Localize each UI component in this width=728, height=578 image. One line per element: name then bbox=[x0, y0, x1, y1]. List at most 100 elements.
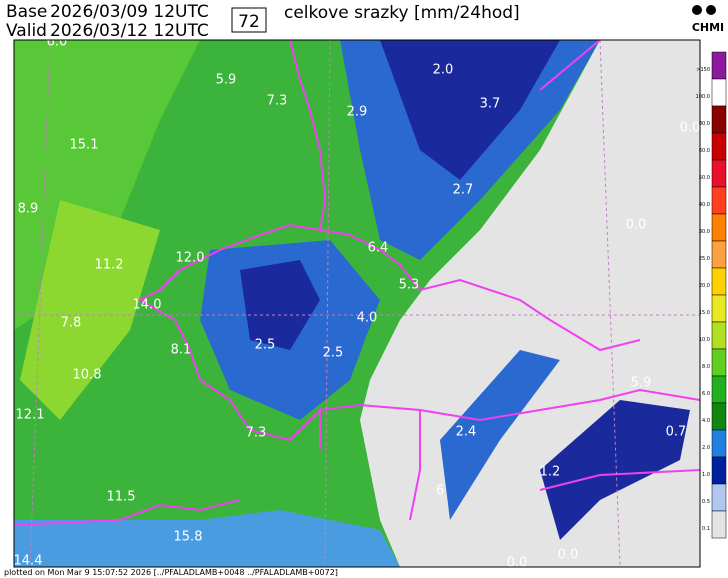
value-label: 5.9 bbox=[216, 73, 237, 88]
value-label: 5.9 bbox=[631, 376, 652, 391]
legend: >150 100.0 80.0 60.0 50.0 40.0 30.0 25.0 20.0 15.… bbox=[696, 51, 727, 539]
legend-label: 60.0 bbox=[699, 148, 710, 154]
border bbox=[13, 499, 241, 526]
value-label: 12.0 bbox=[176, 251, 205, 266]
legend-label: 40.0 bbox=[699, 202, 710, 208]
legend-swatch bbox=[711, 213, 727, 242]
legend-swatch bbox=[711, 132, 727, 161]
value-label: 4.0 bbox=[357, 311, 378, 326]
border bbox=[409, 410, 421, 521]
legend-swatch bbox=[711, 267, 727, 296]
value-label: 5.3 bbox=[399, 278, 420, 293]
lead-box bbox=[231, 7, 267, 33]
valid-label: Valid bbox=[6, 21, 47, 41]
borders bbox=[13, 39, 701, 526]
value-label: 15.1 bbox=[70, 138, 99, 153]
legend-swatch bbox=[711, 402, 727, 431]
value-label: 11.5 bbox=[107, 490, 136, 505]
value-label: 0.0 bbox=[626, 218, 647, 233]
legend-label: 0.5 bbox=[702, 499, 710, 505]
logo-mark bbox=[692, 5, 702, 15]
legend-label: 25.0 bbox=[699, 256, 710, 262]
legend-label: >150 bbox=[696, 67, 710, 73]
value-label: 12.1 bbox=[16, 408, 45, 423]
value-label: 0.0 bbox=[507, 556, 528, 571]
value-label: 15.8 bbox=[174, 530, 203, 545]
value-label: 6.0 bbox=[47, 35, 68, 50]
value-label: 8.1 bbox=[171, 343, 192, 358]
value-label: 10.8 bbox=[73, 368, 102, 383]
value-label: 2.7 bbox=[453, 183, 474, 198]
legend-label: 6.0 bbox=[702, 391, 710, 397]
legend-label: 80.0 bbox=[699, 121, 710, 127]
legend-swatch bbox=[711, 456, 727, 485]
legend-swatch bbox=[711, 51, 727, 80]
legend-swatch bbox=[711, 429, 727, 458]
value-label: 0.7 bbox=[666, 425, 687, 440]
value-label: 0.0 bbox=[558, 548, 579, 563]
value-label: 8.9 bbox=[18, 202, 39, 217]
grid-line bbox=[324, 39, 331, 568]
rain-area bbox=[14, 510, 400, 567]
value-label: 6 bbox=[436, 484, 444, 499]
rain-area bbox=[440, 350, 560, 520]
legend-label: 30.0 bbox=[699, 229, 710, 235]
border bbox=[319, 388, 701, 422]
value-label: 2.5 bbox=[323, 346, 344, 361]
header: Base 2026/03/09 12UTC Valid 2026/03/12 1… bbox=[6, 2, 724, 41]
grid-line bbox=[29, 39, 51, 568]
border bbox=[137, 39, 327, 450]
legend-label: 0.1 bbox=[702, 526, 710, 532]
value-label: 2.9 bbox=[347, 105, 368, 120]
value-label: 2.4 bbox=[456, 425, 477, 440]
legend-swatch bbox=[711, 186, 727, 215]
legend-swatch bbox=[711, 510, 727, 539]
value-label: 2.5 bbox=[255, 338, 276, 353]
rain-area bbox=[240, 260, 320, 350]
legend-label: 1.0 bbox=[702, 472, 710, 478]
value-label: 0.0 bbox=[680, 121, 701, 136]
legend-label: 4.0 bbox=[702, 418, 710, 424]
value-label: 11.2 bbox=[95, 258, 124, 273]
legend-swatch bbox=[711, 348, 727, 377]
base-label: Base bbox=[6, 2, 47, 22]
border bbox=[319, 229, 641, 352]
footer: plotted on Mon Mar 9 15:07:52 2026 [../P… bbox=[4, 568, 338, 577]
grid-line bbox=[599, 39, 621, 568]
legend-label: 10.0 bbox=[699, 337, 710, 343]
value-label: 6.4 bbox=[368, 241, 389, 256]
valid-time: 2026/03/12 12UTC bbox=[50, 21, 209, 41]
logo-mark bbox=[706, 5, 716, 15]
value-label: 3.7 bbox=[480, 97, 501, 112]
lead-hours: 72 bbox=[238, 12, 260, 32]
legend-label: 8.0 bbox=[702, 364, 710, 370]
legend-swatch bbox=[711, 294, 727, 323]
rain-area bbox=[380, 40, 560, 180]
logo-text: CHMI bbox=[692, 21, 724, 34]
legend-swatch bbox=[711, 321, 727, 350]
value-label: 2.0 bbox=[433, 63, 454, 78]
map: 6.0 5.9 2.0 3.7 0.0 7.3 2.9 15.1 2.7 8.9… bbox=[13, 35, 701, 571]
legend-label: 2.0 bbox=[702, 445, 710, 451]
value-label: 7.3 bbox=[246, 426, 267, 441]
value-label: 1.2 bbox=[540, 465, 561, 480]
map-frame bbox=[13, 39, 701, 568]
value-label: 7.3 bbox=[267, 94, 288, 109]
title: celkove srazky [mm/24hod] bbox=[284, 3, 520, 23]
legend-swatch bbox=[711, 159, 727, 188]
base-time: 2026/03/09 12UTC bbox=[50, 2, 209, 22]
legend-swatch bbox=[711, 240, 727, 269]
legend-swatch bbox=[711, 105, 727, 134]
grid bbox=[14, 39, 700, 568]
legend-swatch bbox=[711, 375, 727, 404]
legend-label: 15.0 bbox=[699, 310, 710, 316]
legend-label: 50.0 bbox=[699, 175, 710, 181]
value-label: 7.8 bbox=[61, 316, 82, 331]
border bbox=[539, 39, 601, 91]
legend-swatch bbox=[711, 78, 727, 107]
legend-label: 100.0 bbox=[696, 94, 710, 100]
border bbox=[539, 469, 701, 491]
value-label: 14.4 bbox=[14, 554, 43, 569]
legend-swatch bbox=[711, 483, 727, 512]
